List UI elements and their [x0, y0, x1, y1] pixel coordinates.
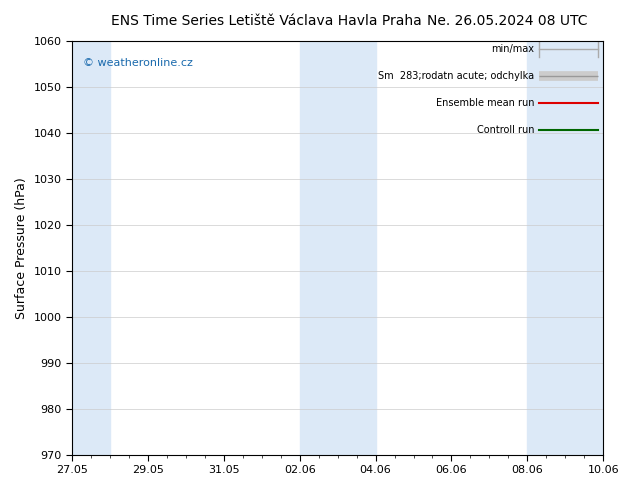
Bar — [300, 41, 375, 455]
Text: Sm  283;rodatn acute; odchylka: Sm 283;rodatn acute; odchylka — [378, 71, 534, 81]
Text: © weatheronline.cz: © weatheronline.cz — [82, 58, 193, 68]
Bar — [527, 41, 603, 455]
Text: Ne. 26.05.2024 08 UTC: Ne. 26.05.2024 08 UTC — [427, 14, 588, 28]
Bar — [72, 41, 110, 455]
Text: ENS Time Series Letiště Václava Havla Praha: ENS Time Series Letiště Václava Havla Pr… — [111, 14, 422, 28]
Text: min/max: min/max — [491, 44, 534, 54]
Text: Ensemble mean run: Ensemble mean run — [436, 98, 534, 108]
Text: Controll run: Controll run — [477, 125, 534, 135]
Y-axis label: Surface Pressure (hPa): Surface Pressure (hPa) — [15, 177, 28, 318]
